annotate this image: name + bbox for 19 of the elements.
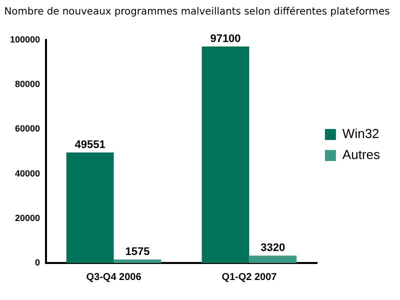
legend-label: Win32: [342, 126, 380, 142]
y-tick-label: 40000: [15, 168, 40, 178]
y-tick-label: 80000: [15, 79, 40, 90]
y-tick-label: 0: [35, 257, 40, 268]
y-tick-label: 60000: [15, 124, 40, 134]
bar: [114, 259, 162, 263]
data-label: 3320: [260, 242, 286, 254]
bar: [249, 256, 297, 263]
bar: [66, 152, 114, 263]
data-label: 97100: [210, 33, 241, 45]
legend-label: Autres: [342, 147, 380, 162]
bar: [202, 46, 250, 263]
chart-title: Nombre de nouveaux programmes malveillants selon différentes plateformes: [4, 6, 390, 18]
x-tick-label: Q1-Q2 2007: [222, 272, 278, 283]
data-label: 49551: [74, 139, 106, 152]
x-tick-label: Q3-Q4 2006: [86, 272, 142, 283]
y-tick-label: 20000: [15, 212, 40, 223]
data-label: 1575: [125, 246, 150, 258]
y-tick-label: 100000: [10, 34, 40, 44]
